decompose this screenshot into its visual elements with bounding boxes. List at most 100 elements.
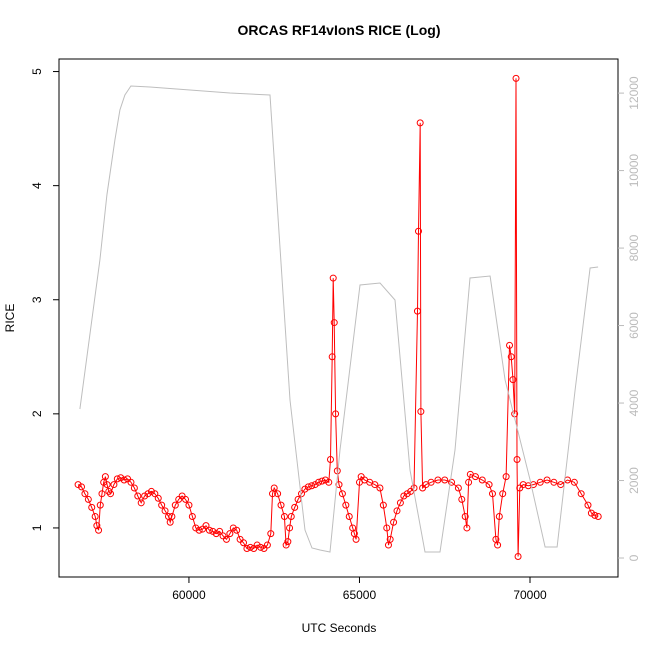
data-point bbox=[345, 513, 353, 521]
data-point bbox=[137, 499, 145, 507]
data-point bbox=[158, 501, 166, 509]
series-line bbox=[77, 78, 599, 557]
y2-tick-label: 4000 bbox=[627, 389, 641, 416]
data-point bbox=[98, 490, 106, 498]
data-point bbox=[287, 513, 295, 521]
data-point bbox=[416, 119, 424, 127]
data-point bbox=[471, 473, 479, 481]
data-point bbox=[507, 353, 515, 361]
data-point bbox=[291, 503, 299, 511]
data-point bbox=[304, 483, 312, 491]
x-axis-label: UTC Seconds bbox=[302, 621, 377, 635]
data-point bbox=[414, 227, 422, 235]
data-point bbox=[383, 524, 391, 532]
data-point bbox=[371, 481, 379, 489]
data-point bbox=[246, 543, 254, 551]
data-point bbox=[557, 481, 565, 489]
data-point bbox=[226, 530, 234, 538]
data-point bbox=[434, 476, 442, 484]
data-point bbox=[240, 539, 248, 547]
series-line bbox=[79, 85, 599, 553]
data-point bbox=[513, 455, 521, 463]
data-point bbox=[120, 476, 128, 484]
data-point bbox=[216, 527, 224, 535]
y-tick-label: 2 bbox=[30, 410, 44, 417]
data-point bbox=[465, 478, 473, 486]
data-point bbox=[461, 513, 469, 521]
data-point bbox=[495, 513, 503, 521]
data-point bbox=[499, 490, 507, 498]
data-point bbox=[393, 507, 401, 515]
data-point bbox=[325, 478, 333, 486]
data-point bbox=[448, 478, 456, 486]
data-point bbox=[441, 476, 449, 484]
data-point bbox=[277, 501, 285, 509]
data-point bbox=[182, 495, 190, 503]
data-point bbox=[463, 524, 471, 532]
y2-tick-label: 8000 bbox=[627, 234, 641, 261]
data-point bbox=[151, 490, 159, 498]
x-tick-label: 65000 bbox=[343, 588, 377, 602]
chart-title: ORCAS RF14vIonS RICE (Log) bbox=[237, 22, 440, 38]
data-point bbox=[134, 492, 142, 500]
data-point bbox=[284, 538, 292, 546]
data-point bbox=[84, 495, 92, 503]
y2-tick-label: 10000 bbox=[627, 154, 641, 188]
data-point bbox=[332, 410, 340, 418]
data-point bbox=[96, 501, 104, 509]
data-point bbox=[280, 513, 288, 521]
data-point bbox=[93, 522, 101, 530]
data-point bbox=[328, 353, 336, 361]
data-point bbox=[286, 524, 294, 532]
data-point bbox=[502, 473, 510, 481]
y-tick-label: 1 bbox=[30, 524, 44, 531]
x-tick-label: 60000 bbox=[172, 588, 206, 602]
data-point bbox=[315, 478, 323, 486]
data-point bbox=[257, 543, 265, 551]
data-point bbox=[570, 478, 578, 486]
data-point bbox=[243, 544, 251, 552]
data-point bbox=[488, 490, 496, 498]
data-point bbox=[584, 501, 592, 509]
data-point bbox=[282, 541, 290, 549]
data-point bbox=[485, 481, 493, 489]
y-tick-label: 3 bbox=[30, 296, 44, 303]
plot-frame bbox=[58, 58, 619, 578]
data-point bbox=[338, 490, 346, 498]
data-point bbox=[267, 530, 275, 538]
y2-tick-label: 12000 bbox=[627, 76, 641, 110]
data-point bbox=[591, 511, 599, 519]
data-point bbox=[543, 476, 551, 484]
data-point bbox=[78, 483, 86, 491]
data-point bbox=[107, 490, 115, 498]
data-point bbox=[514, 552, 522, 560]
data-point bbox=[417, 408, 425, 416]
data-point bbox=[536, 478, 544, 486]
data-point bbox=[113, 475, 121, 483]
data-point bbox=[91, 513, 99, 521]
data-point bbox=[110, 481, 118, 489]
data-point bbox=[519, 481, 527, 489]
data-point bbox=[352, 535, 360, 543]
data-point bbox=[233, 526, 241, 534]
data-point bbox=[95, 526, 103, 534]
data-point bbox=[329, 274, 337, 282]
data-point bbox=[168, 513, 176, 521]
data-point bbox=[101, 473, 109, 481]
data-point bbox=[413, 307, 421, 315]
data-point bbox=[318, 477, 326, 485]
data-point bbox=[81, 490, 89, 498]
data-point bbox=[427, 478, 435, 486]
data-point bbox=[494, 541, 502, 549]
data-point bbox=[458, 495, 466, 503]
data-point bbox=[335, 481, 343, 489]
data-point bbox=[454, 484, 462, 492]
data-point bbox=[88, 503, 96, 511]
data-point bbox=[529, 481, 537, 489]
data-point bbox=[342, 501, 350, 509]
y-tick-label: 4 bbox=[30, 182, 44, 189]
data-point bbox=[270, 484, 278, 492]
data-point bbox=[506, 341, 514, 349]
y-axis-label: RICE bbox=[3, 304, 17, 333]
